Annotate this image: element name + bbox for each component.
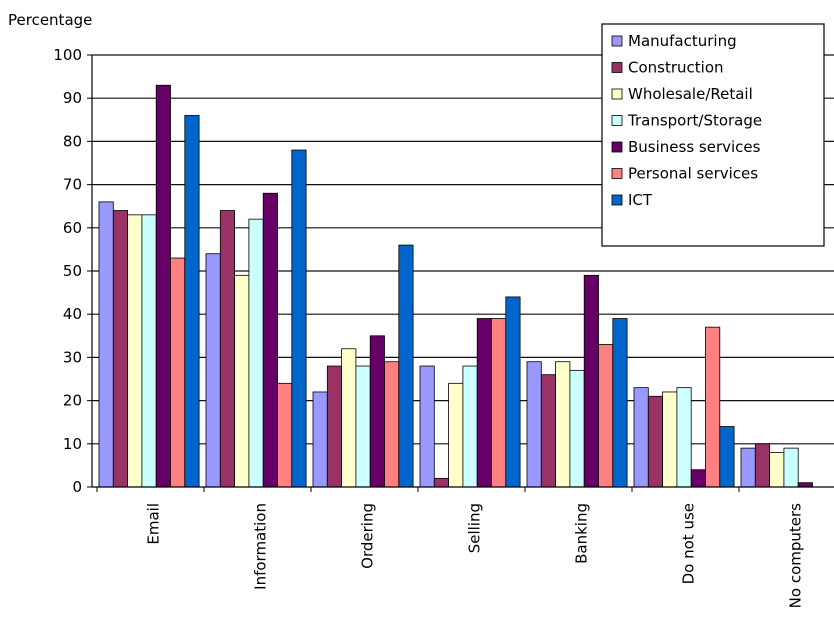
bar [277,382,293,488]
bar [155,84,171,488]
legend: Manufacturing Construction Wholesale/Retai… [601,23,825,247]
bar [797,482,813,488]
category-label: No computers [787,503,805,609]
bar [448,382,464,488]
bar [612,318,628,488]
y-axis-title: Percentage [8,11,92,29]
bar [491,318,507,488]
bar [555,361,571,488]
y-tick-label: 30 [63,348,82,366]
legend-label: ICT [628,191,653,209]
bar [719,426,735,488]
y-tick-label: 0 [72,478,82,496]
axes [91,55,834,492]
bar [341,348,357,488]
y-tick-label: 60 [63,219,82,237]
y-tick-label: 20 [63,392,82,410]
bars [98,84,813,488]
bar [355,365,371,488]
bar [248,218,264,488]
bar [384,361,400,488]
bar [312,391,328,488]
bar [633,387,649,488]
bar [184,115,200,488]
bar [662,391,678,488]
bar [505,296,521,488]
legend-label: Personal services [628,165,758,183]
legend-label: Manufacturing [628,32,737,50]
bar [219,210,236,488]
bar [540,374,556,488]
bar [262,192,278,488]
y-tick-label: 70 [63,176,82,194]
bar [112,210,129,488]
bar [754,443,770,488]
category-label: Email [145,503,163,545]
legend-label: Transport/Storage [627,112,762,130]
bar [598,344,614,488]
legend-swatch [611,168,623,179]
legend-label: Business services [628,138,761,156]
bar [141,214,157,488]
category-label: Banking [573,503,591,564]
bar [647,395,663,488]
legend-label: Construction [628,59,724,77]
legend-swatch [611,141,623,153]
category-labels: Email Information Ordering Selling Banking Do… [145,503,805,609]
category-label: Do not use [680,503,698,584]
bar [98,201,114,488]
bar [419,365,435,488]
legend-box [601,23,825,247]
y-tick-label: 100 [53,46,82,64]
bar [234,274,250,488]
legend-label: Wholesale/Retail [628,85,753,103]
bar [462,365,478,488]
legend-swatch [611,115,623,126]
y-tick-label: 90 [63,89,82,107]
bar [433,477,449,488]
bar [783,447,799,488]
bar [740,447,756,488]
legend-swatch [611,35,623,47]
y-tick-labels: 0 10 20 30 40 50 60 70 80 90 100 [53,46,82,496]
legend-swatch [611,194,623,206]
y-tick-label: 50 [63,262,82,280]
y-tick-label: 80 [63,132,82,150]
y-tick-label: 40 [63,305,82,323]
bar [526,361,542,488]
legend-swatch [611,88,623,100]
bar [369,335,385,488]
bar [291,149,307,488]
bar [676,387,692,488]
bar [569,369,585,488]
bar [127,214,143,488]
bar [583,274,599,488]
bar [705,326,721,488]
bar [476,318,492,488]
bar [326,365,342,488]
bar [769,452,785,488]
category-label: Ordering [359,503,377,569]
bar [690,469,706,488]
y-tick-label: 10 [63,435,82,453]
bar [205,253,221,488]
bar [398,244,414,488]
category-label: Information [252,503,270,590]
category-label: Selling [466,503,484,553]
bar [170,257,186,488]
legend-swatch [611,62,623,73]
